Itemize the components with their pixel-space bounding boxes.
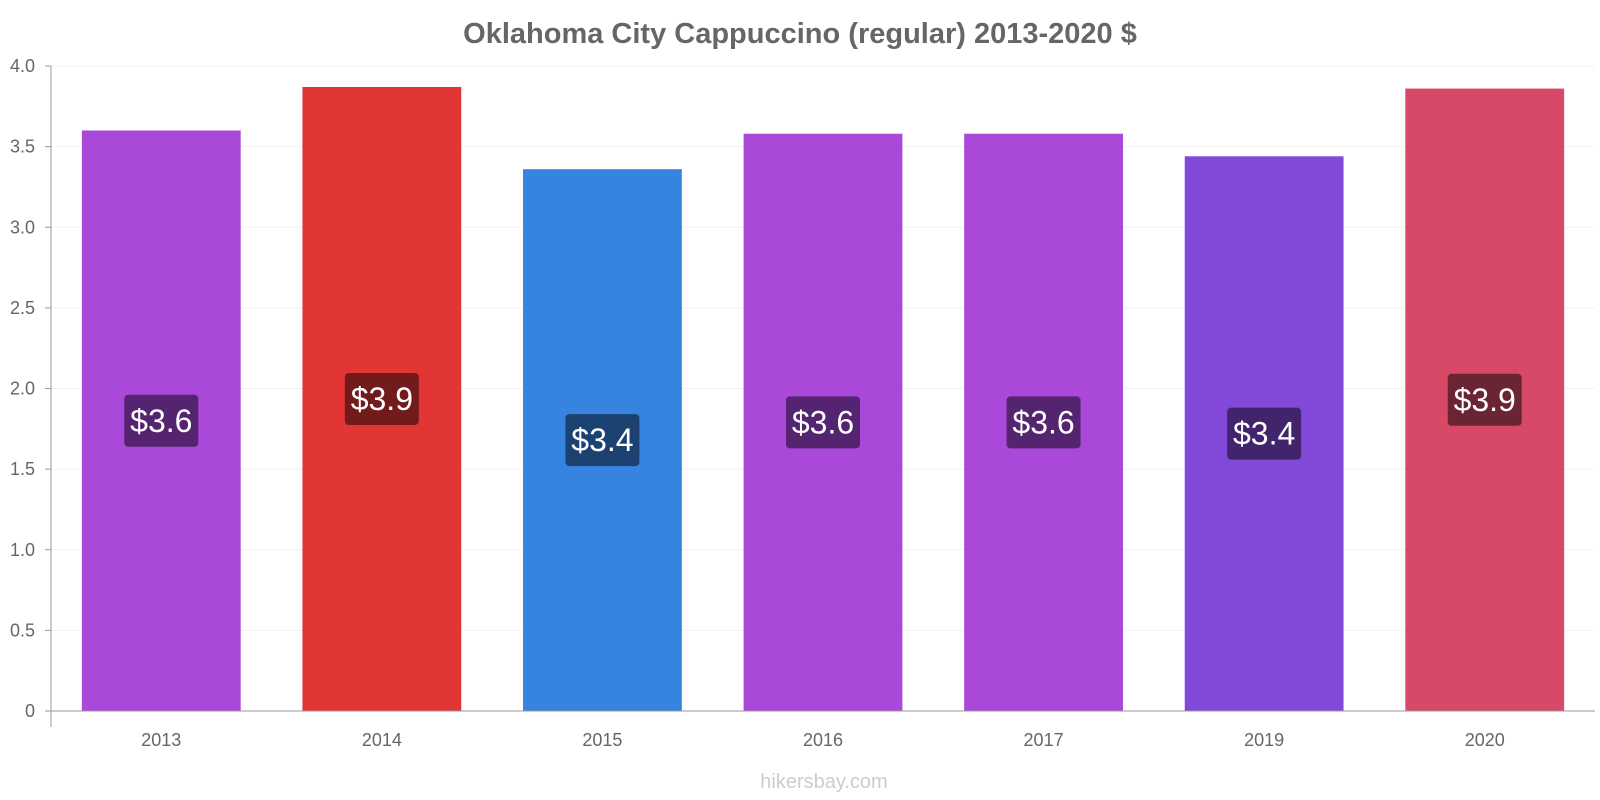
y-tick-label: 2.5 xyxy=(10,298,35,318)
data-label-box xyxy=(344,372,419,425)
data-label-box xyxy=(786,396,860,449)
chart-title: Oklahoma City Cappuccino (regular) 2013-… xyxy=(463,18,1137,50)
x-tick-label: 2014 xyxy=(362,730,402,750)
y-tick-label: 1.5 xyxy=(10,459,35,479)
x-tick-label: 2019 xyxy=(1244,730,1284,750)
y-tick-label: 0.5 xyxy=(10,620,35,640)
data-label: $3.9 xyxy=(351,381,413,417)
y-tick-label: 4.0 xyxy=(10,56,35,76)
data-label: $3.6 xyxy=(792,404,854,440)
y-tick-label: 0 xyxy=(25,701,35,721)
data-label: $3.6 xyxy=(1012,404,1074,440)
x-tick-label: 2013 xyxy=(141,730,181,750)
y-tick-label: 2.0 xyxy=(10,379,35,399)
y-tick-label: 1.0 xyxy=(10,540,35,560)
data-label: $3.4 xyxy=(1233,416,1295,452)
data-labels: $3.6 $3.9 $3.4 $3.6 $3.6 $3.4 $3.9 xyxy=(124,372,1522,467)
data-label-box xyxy=(1447,373,1522,426)
data-label-box xyxy=(565,414,640,467)
axes xyxy=(50,66,1595,727)
x-tick-label: 2016 xyxy=(803,730,843,750)
x-tick-labels: 2013 2014 2015 2016 2017 2019 2020 xyxy=(141,730,1504,750)
x-tick-label: 2017 xyxy=(1024,730,1064,750)
y-tick-labels: 0 0.5 1.0 1.5 2.0 2.5 3.0 3.5 4.0 xyxy=(10,56,51,721)
data-label: $3.6 xyxy=(130,403,192,439)
y-tick-label: 3.0 xyxy=(10,217,35,237)
data-label-box xyxy=(1227,407,1302,460)
data-label-box xyxy=(124,394,199,447)
data-label: $3.4 xyxy=(571,422,633,458)
x-tick-label: 2015 xyxy=(582,730,622,750)
data-label: $3.9 xyxy=(1454,382,1516,418)
x-tick-label: 2020 xyxy=(1465,730,1505,750)
watermark-text: hikersbay.com xyxy=(760,771,887,793)
y-tick-label: 3.5 xyxy=(10,137,35,157)
data-label-box xyxy=(1006,396,1081,449)
